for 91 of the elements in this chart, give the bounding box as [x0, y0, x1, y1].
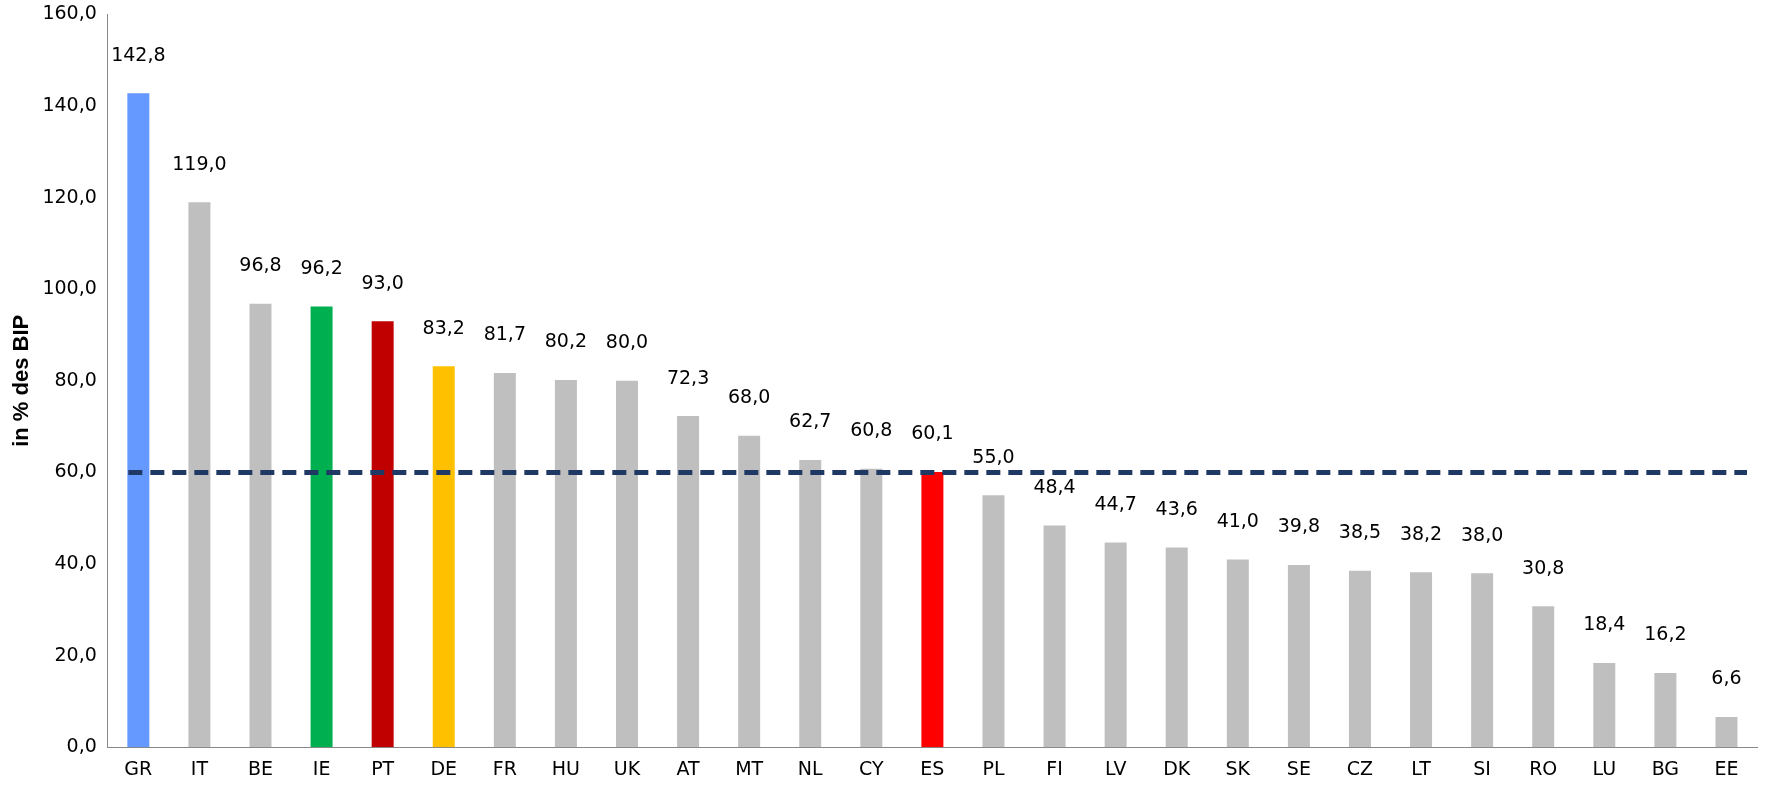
bar	[1043, 525, 1066, 748]
x-tick-label: LU	[1592, 756, 1617, 779]
bar	[310, 306, 333, 748]
data-label: 142,8	[111, 42, 166, 65]
bar	[982, 495, 1005, 748]
x-tick-label: NL	[797, 756, 824, 779]
x-tick-label: EE	[1714, 756, 1739, 779]
bar	[127, 93, 150, 748]
x-tick-label: PL	[982, 756, 1005, 779]
bar	[1226, 559, 1249, 748]
x-tick-label: AT	[676, 756, 701, 779]
data-label: 60,8	[850, 418, 893, 441]
y-tick-label: 60,0	[54, 459, 97, 482]
data-label: 96,8	[239, 253, 282, 276]
bar	[1104, 542, 1127, 748]
data-label: 16,2	[1644, 622, 1687, 645]
data-label: 38,5	[1338, 520, 1382, 543]
bar	[493, 373, 516, 748]
x-tick-label: MT	[735, 756, 764, 779]
data-label: 41,0	[1216, 508, 1259, 531]
x-tick-label: BE	[247, 756, 274, 779]
y-tick-label: 40,0	[54, 550, 97, 573]
y-tick-label: 100,0	[42, 276, 97, 299]
data-label: 62,7	[789, 409, 832, 432]
data-label: 119,0	[172, 151, 227, 174]
x-tick-label: IE	[312, 756, 331, 779]
bar	[1593, 662, 1616, 748]
bar	[1165, 547, 1188, 748]
x-tick-label: FR	[492, 756, 517, 779]
data-label: 83,2	[422, 315, 465, 338]
data-label: 72,3	[666, 365, 710, 388]
x-tick-label: IT	[190, 756, 209, 779]
bar	[249, 303, 272, 748]
data-label: 43,6	[1155, 496, 1198, 519]
bar	[1471, 573, 1494, 748]
x-tick-label: SI	[1473, 756, 1491, 779]
x-tick-label: CY	[859, 756, 884, 779]
bar	[860, 468, 883, 748]
x-tick-label: DE	[430, 756, 458, 779]
bar	[615, 380, 638, 748]
x-tick-label: RO	[1529, 756, 1558, 779]
bar	[1410, 572, 1433, 748]
data-label: 38,0	[1460, 522, 1504, 545]
bar	[921, 471, 944, 748]
bar	[799, 460, 822, 748]
data-label: 80,2	[544, 329, 588, 352]
data-label: 81,7	[483, 322, 526, 345]
bar	[1348, 570, 1371, 748]
data-label: 93,0	[361, 270, 404, 293]
y-tick-label: 80,0	[54, 367, 97, 390]
data-label: 55,0	[972, 444, 1015, 467]
data-label: 18,4	[1583, 612, 1626, 635]
x-tick-label: PT	[371, 756, 395, 779]
data-label: 30,8	[1522, 555, 1565, 578]
bar	[677, 416, 700, 748]
bar	[371, 321, 394, 748]
bar	[1654, 673, 1677, 748]
x-tick-label: BG	[1651, 756, 1680, 779]
data-label: 39,8	[1277, 514, 1321, 537]
x-tick-label: SK	[1225, 756, 1251, 779]
x-tick-label: LT	[1411, 756, 1432, 779]
bar	[432, 366, 455, 748]
data-label: 38,2	[1399, 521, 1443, 544]
x-tick-label: FI	[1046, 756, 1063, 779]
data-label: 6,6	[1711, 666, 1742, 689]
x-tick-label: SE	[1286, 756, 1311, 779]
x-tick-label: LV	[1104, 756, 1127, 779]
bar	[1532, 606, 1555, 748]
bar	[1715, 716, 1738, 748]
x-tick-label: HU	[551, 756, 581, 779]
y-tick-label: 140,0	[42, 92, 97, 115]
x-tick-label: GR	[124, 756, 153, 779]
y-axis-title: in % des BIP	[8, 314, 34, 447]
x-tick-label: ES	[920, 756, 945, 779]
data-label: 80,0	[605, 330, 649, 353]
y-tick-label: 160,0	[42, 1, 97, 24]
bar	[188, 202, 211, 748]
bar	[554, 379, 577, 748]
data-label: 60,1	[911, 421, 954, 444]
y-tick-label: 120,0	[42, 184, 97, 207]
bar	[738, 435, 761, 748]
y-tick-label: 0,0	[66, 734, 97, 757]
bar	[1287, 564, 1310, 748]
data-label: 44,7	[1094, 491, 1137, 514]
x-tick-label: DK	[1163, 756, 1191, 779]
x-tick-label: CZ	[1346, 756, 1374, 779]
data-label: 96,2	[300, 256, 343, 279]
data-label: 68,0	[728, 385, 771, 408]
y-tick-label: 20,0	[54, 642, 97, 665]
data-label: 48,4	[1033, 474, 1076, 497]
x-tick-label: UK	[613, 756, 641, 779]
